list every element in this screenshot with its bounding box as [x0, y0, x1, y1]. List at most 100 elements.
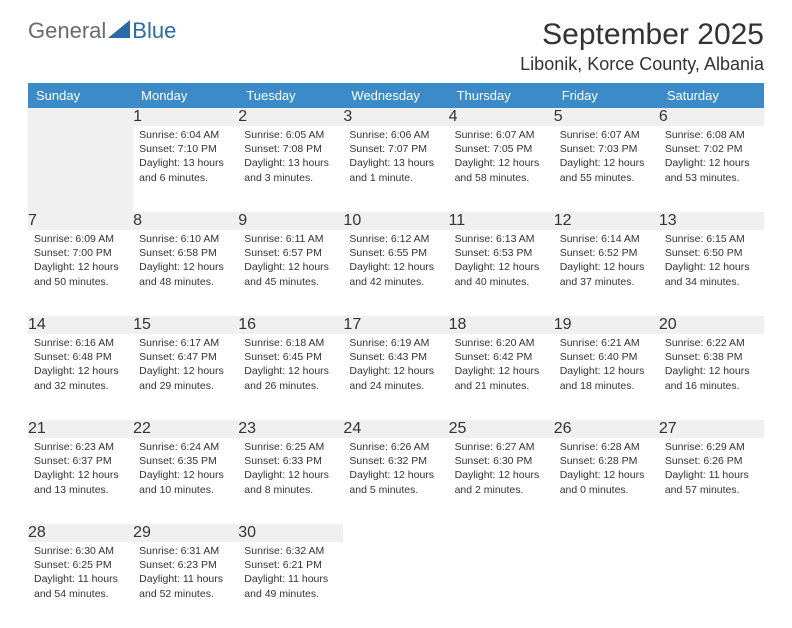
daylight-text: Daylight: 12 hours — [244, 260, 337, 274]
sunset-text: Sunset: 6:42 PM — [455, 350, 548, 364]
daynum-row: 123456 — [28, 108, 764, 126]
sunrise-text: Sunrise: 6:04 AM — [139, 128, 232, 142]
day-number: 25 — [449, 420, 554, 438]
daylight-text: Daylight: 12 hours — [455, 468, 548, 482]
daylight-text: Daylight: 11 hours — [34, 572, 127, 586]
day-cell: Sunrise: 6:27 AMSunset: 6:30 PMDaylight:… — [449, 438, 554, 524]
day-cell: Sunrise: 6:29 AMSunset: 6:26 PMDaylight:… — [659, 438, 764, 524]
daylight-text: and 57 minutes. — [665, 483, 758, 497]
sunrise-text: Sunrise: 6:25 AM — [244, 440, 337, 454]
daylight-text: and 8 minutes. — [244, 483, 337, 497]
sunset-text: Sunset: 7:03 PM — [560, 142, 653, 156]
sunset-text: Sunset: 6:53 PM — [455, 246, 548, 260]
sunrise-text: Sunrise: 6:11 AM — [244, 232, 337, 246]
sunrise-text: Sunrise: 6:30 AM — [34, 544, 127, 558]
day-number: 5 — [554, 108, 659, 126]
day-number: 3 — [343, 108, 448, 126]
daylight-text: and 2 minutes. — [455, 483, 548, 497]
day-number: 16 — [238, 316, 343, 334]
day-cell: Sunrise: 6:19 AMSunset: 6:43 PMDaylight:… — [343, 334, 448, 420]
daylight-text: Daylight: 12 hours — [665, 364, 758, 378]
day-number: 26 — [554, 420, 659, 438]
day-number: 1 — [133, 108, 238, 126]
daylight-text: and 13 minutes. — [34, 483, 127, 497]
day-cell: Sunrise: 6:15 AMSunset: 6:50 PMDaylight:… — [659, 230, 764, 316]
daylight-text: Daylight: 13 hours — [244, 156, 337, 170]
daylight-text: Daylight: 12 hours — [560, 156, 653, 170]
daylight-text: Daylight: 12 hours — [665, 156, 758, 170]
sunrise-text: Sunrise: 6:17 AM — [139, 336, 232, 350]
sunset-text: Sunset: 6:37 PM — [34, 454, 127, 468]
location: Libonik, Korce County, Albania — [520, 54, 764, 75]
daylight-text: Daylight: 12 hours — [349, 260, 442, 274]
day-cell: Sunrise: 6:28 AMSunset: 6:28 PMDaylight:… — [554, 438, 659, 524]
day-number: 7 — [28, 212, 133, 230]
daylight-text: and 55 minutes. — [560, 171, 653, 185]
daylight-text: and 45 minutes. — [244, 275, 337, 289]
daylight-text: Daylight: 12 hours — [34, 468, 127, 482]
day-cell: Sunrise: 6:26 AMSunset: 6:32 PMDaylight:… — [343, 438, 448, 524]
sunrise-text: Sunrise: 6:05 AM — [244, 128, 337, 142]
day-number: 20 — [659, 316, 764, 334]
day-cell: Sunrise: 6:14 AMSunset: 6:52 PMDaylight:… — [554, 230, 659, 316]
week-cells: Sunrise: 6:23 AMSunset: 6:37 PMDaylight:… — [28, 438, 764, 524]
daylight-text: Daylight: 12 hours — [560, 260, 653, 274]
sunset-text: Sunset: 7:00 PM — [34, 246, 127, 260]
daylight-text: Daylight: 11 hours — [139, 572, 232, 586]
day-cell: Sunrise: 6:13 AMSunset: 6:53 PMDaylight:… — [449, 230, 554, 316]
sunrise-text: Sunrise: 6:31 AM — [139, 544, 232, 558]
weekday-label: Sunday — [28, 83, 133, 108]
month-title: September 2025 — [520, 18, 764, 52]
sunset-text: Sunset: 6:47 PM — [139, 350, 232, 364]
day-number — [659, 524, 764, 542]
day-cell: Sunrise: 6:16 AMSunset: 6:48 PMDaylight:… — [28, 334, 133, 420]
sunrise-text: Sunrise: 6:07 AM — [560, 128, 653, 142]
sunrise-text: Sunrise: 6:26 AM — [349, 440, 442, 454]
sunrise-text: Sunrise: 6:16 AM — [34, 336, 127, 350]
sunrise-text: Sunrise: 6:22 AM — [665, 336, 758, 350]
day-number: 2 — [238, 108, 343, 126]
sunrise-text: Sunrise: 6:12 AM — [349, 232, 442, 246]
day-cell: Sunrise: 6:32 AMSunset: 6:21 PMDaylight:… — [238, 542, 343, 628]
sunset-text: Sunset: 6:40 PM — [560, 350, 653, 364]
sunrise-text: Sunrise: 6:24 AM — [139, 440, 232, 454]
sunrise-text: Sunrise: 6:20 AM — [455, 336, 548, 350]
daylight-text: and 58 minutes. — [455, 171, 548, 185]
day-cell: Sunrise: 6:08 AMSunset: 7:02 PMDaylight:… — [659, 126, 764, 212]
daylight-text: and 34 minutes. — [665, 275, 758, 289]
weekday-label: Friday — [554, 83, 659, 108]
day-cell — [554, 542, 659, 628]
sunrise-text: Sunrise: 6:32 AM — [244, 544, 337, 558]
day-number: 18 — [449, 316, 554, 334]
sunrise-text: Sunrise: 6:07 AM — [455, 128, 548, 142]
daynum-row: 21222324252627 — [28, 420, 764, 438]
sunset-text: Sunset: 6:35 PM — [139, 454, 232, 468]
sunrise-text: Sunrise: 6:06 AM — [349, 128, 442, 142]
sunrise-text: Sunrise: 6:18 AM — [244, 336, 337, 350]
day-number: 21 — [28, 420, 133, 438]
day-cell: Sunrise: 6:11 AMSunset: 6:57 PMDaylight:… — [238, 230, 343, 316]
sunset-text: Sunset: 6:58 PM — [139, 246, 232, 260]
day-number — [343, 524, 448, 542]
daylight-text: Daylight: 12 hours — [455, 364, 548, 378]
logo-text-2: Blue — [132, 18, 176, 44]
day-number: 29 — [133, 524, 238, 542]
day-number — [554, 524, 659, 542]
day-number: 30 — [238, 524, 343, 542]
weekday-label: Monday — [133, 83, 238, 108]
day-cell: Sunrise: 6:24 AMSunset: 6:35 PMDaylight:… — [133, 438, 238, 524]
daylight-text: and 1 minute. — [349, 171, 442, 185]
daylight-text: Daylight: 12 hours — [455, 156, 548, 170]
weekday-label: Saturday — [659, 83, 764, 108]
weekday-label: Wednesday — [343, 83, 448, 108]
week-cells: Sunrise: 6:04 AMSunset: 7:10 PMDaylight:… — [28, 126, 764, 212]
sunset-text: Sunset: 6:25 PM — [34, 558, 127, 572]
day-number: 22 — [133, 420, 238, 438]
day-cell: Sunrise: 6:06 AMSunset: 7:07 PMDaylight:… — [343, 126, 448, 212]
day-number: 19 — [554, 316, 659, 334]
sunset-text: Sunset: 6:38 PM — [665, 350, 758, 364]
week-row: 282930Sunrise: 6:30 AMSunset: 6:25 PMDay… — [28, 524, 764, 628]
day-number: 14 — [28, 316, 133, 334]
sunrise-text: Sunrise: 6:23 AM — [34, 440, 127, 454]
daylight-text: and 54 minutes. — [34, 587, 127, 601]
